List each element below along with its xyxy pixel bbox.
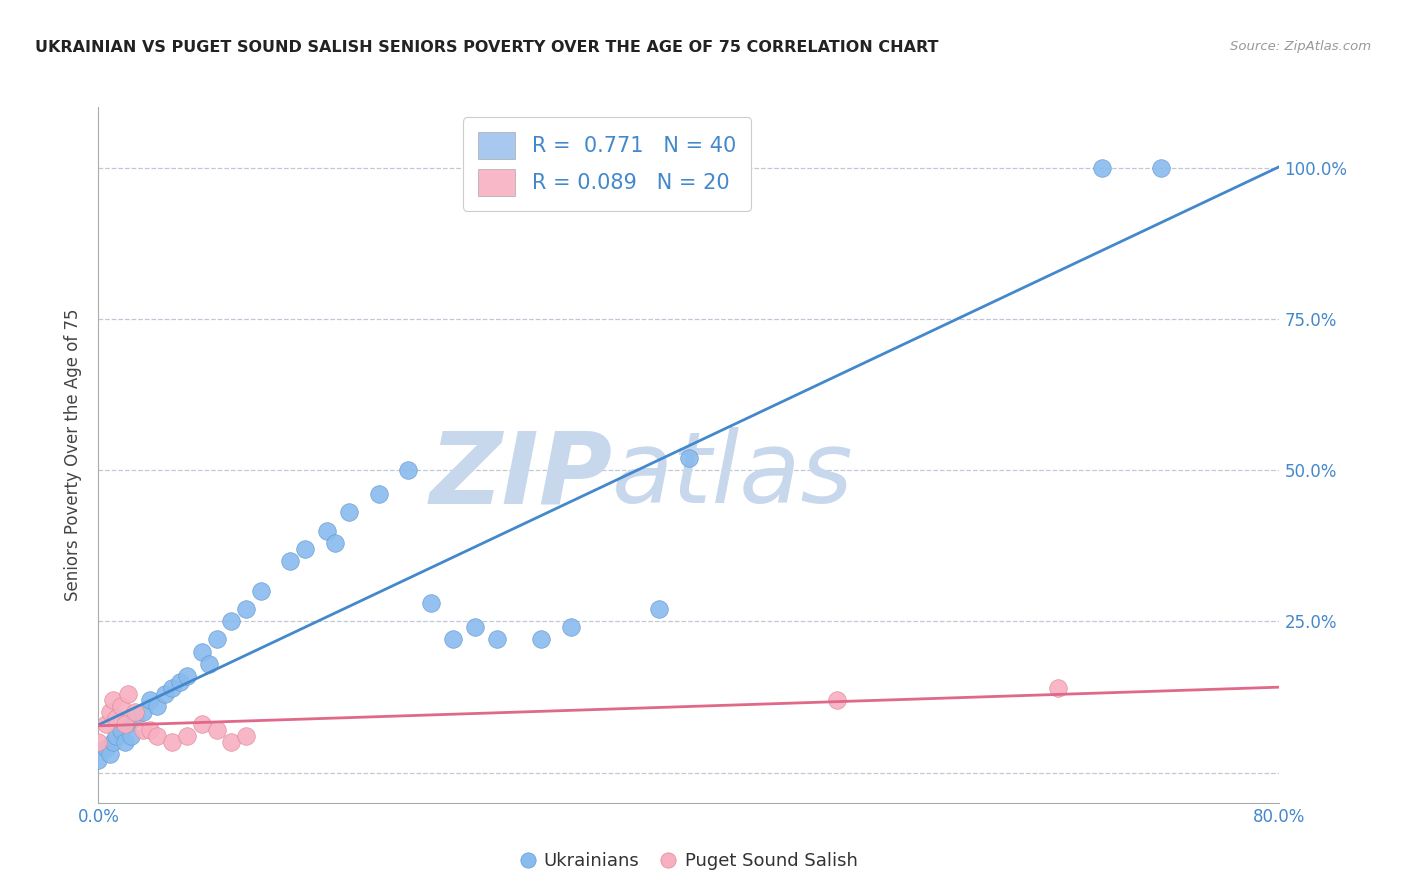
Point (117, 687, 139, 701)
Point (162, 681, 183, 695)
Point (221, 735, 243, 749)
Point (441, 632, 464, 647)
Point (323, 535, 346, 549)
Point (124, 705, 146, 719)
Point (110, 723, 132, 738)
Point (221, 615, 243, 629)
Point (339, 505, 361, 519)
Point (162, 735, 183, 749)
Point (117, 717, 139, 731)
Point (678, 450, 700, 465)
Text: Source: ZipAtlas.com: Source: ZipAtlas.com (1230, 40, 1371, 54)
Point (419, 596, 441, 610)
Text: atlas: atlas (612, 427, 853, 524)
Point (368, 487, 391, 501)
Point (105, 711, 128, 725)
Point (103, 693, 125, 707)
Point (153, 687, 176, 701)
Point (98, 705, 121, 719)
Point (1150, 161, 1173, 175)
Y-axis label: Seniors Poverty Over the Age of 75: Seniors Poverty Over the Age of 75 (65, 309, 83, 601)
Point (98, 747, 121, 762)
Point (486, 632, 509, 647)
Point (139, 693, 162, 707)
Point (191, 644, 214, 658)
Point (114, 735, 136, 749)
Point (464, 620, 486, 634)
Point (825, 693, 848, 707)
Point (235, 729, 257, 743)
Point (530, 632, 553, 647)
Point (176, 729, 198, 743)
Legend: Ukrainians, Puget Sound Salish: Ukrainians, Puget Sound Salish (513, 845, 865, 877)
Point (176, 669, 198, 683)
Point (235, 602, 257, 616)
Point (120, 729, 142, 743)
Point (146, 698, 169, 713)
Point (87, 735, 110, 749)
Point (103, 735, 125, 749)
Point (560, 620, 582, 634)
Point (316, 524, 339, 538)
Point (169, 674, 191, 689)
Point (105, 729, 128, 743)
Text: ZIP: ZIP (429, 427, 612, 524)
Point (280, 554, 302, 568)
Point (648, 602, 671, 616)
Text: UKRAINIAN VS PUGET SOUND SALISH SENIORS POVERTY OVER THE AGE OF 75 CORRELATION C: UKRAINIAN VS PUGET SOUND SALISH SENIORS … (35, 40, 939, 55)
Point (1091, 161, 1114, 175)
Point (87, 754, 110, 768)
Point (294, 541, 316, 556)
Point (110, 698, 132, 713)
Point (205, 723, 228, 738)
Point (132, 723, 155, 738)
Point (198, 657, 221, 671)
Point (132, 705, 155, 719)
Point (398, 463, 420, 477)
Point (124, 711, 146, 725)
Point (94, 717, 117, 731)
Point (139, 723, 162, 738)
Point (146, 729, 169, 743)
Point (94, 741, 117, 756)
Point (191, 717, 214, 731)
Point (114, 717, 136, 731)
Point (1046, 681, 1070, 695)
Point (205, 632, 228, 647)
Point (250, 584, 273, 599)
